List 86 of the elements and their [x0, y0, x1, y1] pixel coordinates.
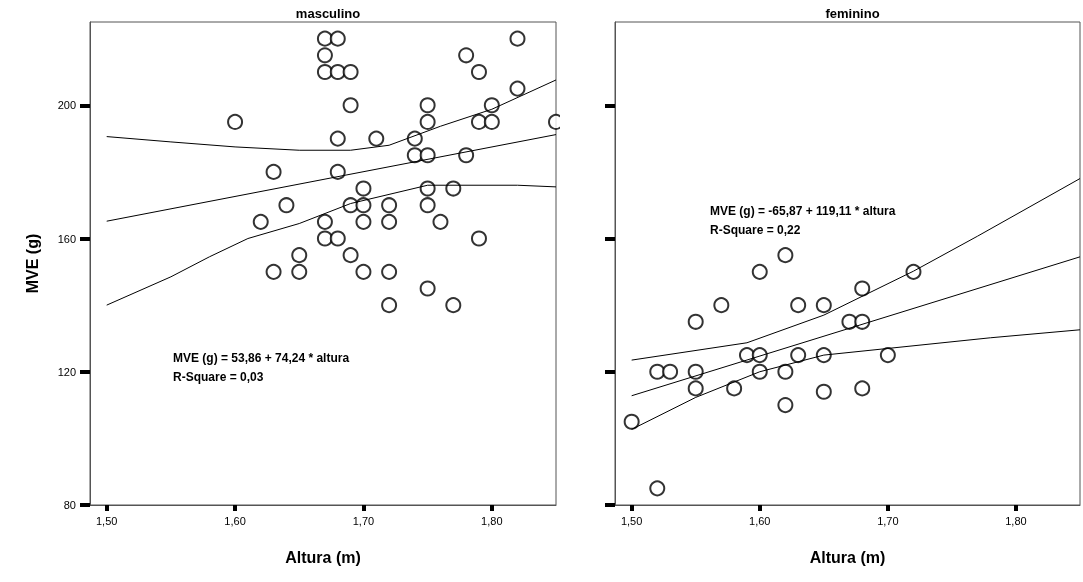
y-axis-title: MVE (g) [23, 233, 41, 294]
annotation: R-Square = 0,03 [173, 370, 264, 384]
point [381, 197, 398, 214]
point [342, 63, 359, 80]
point [265, 163, 282, 180]
point [458, 47, 475, 64]
point [419, 113, 436, 130]
point [227, 113, 244, 130]
point [649, 480, 666, 497]
point [419, 197, 436, 214]
point [662, 363, 679, 380]
point [470, 113, 487, 130]
annotation: R-Square = 0,22 [710, 223, 801, 237]
x-tick-label: 1,60 [749, 514, 771, 527]
point [355, 180, 372, 197]
x-tick-label: 1,70 [877, 514, 899, 527]
y-tick-label: 200 [57, 99, 76, 112]
point [751, 263, 768, 280]
point [252, 213, 269, 230]
point [278, 197, 295, 214]
point [470, 230, 487, 247]
point [509, 30, 526, 47]
point [381, 297, 398, 314]
point [329, 63, 346, 80]
point [445, 180, 462, 197]
y-tick-label: 120 [57, 365, 76, 378]
point [342, 247, 359, 264]
point [815, 297, 832, 314]
point [509, 80, 526, 97]
x-tick-label: 1,60 [224, 514, 246, 527]
point [329, 130, 346, 147]
point [777, 363, 794, 380]
point [265, 263, 282, 280]
x-tick-label: 1,80 [481, 514, 503, 527]
point [687, 380, 704, 397]
point [470, 63, 487, 80]
point [445, 297, 462, 314]
point [329, 30, 346, 47]
x-tick-label: 1,50 [620, 514, 643, 527]
line-series [106, 79, 557, 151]
point [316, 230, 333, 247]
chart-title: feminino [825, 6, 880, 21]
point [790, 347, 807, 364]
point [777, 247, 794, 264]
point [355, 263, 372, 280]
point [432, 213, 449, 230]
point [329, 230, 346, 247]
point [355, 213, 372, 230]
point [854, 380, 871, 397]
x-axis-title: Altura (m) [809, 548, 886, 566]
point [291, 263, 308, 280]
point [355, 197, 372, 214]
x-tick-label: 1,80 [1005, 514, 1027, 527]
chart-title: masculino [295, 6, 361, 21]
point [726, 380, 743, 397]
x-tick-label: 1,50 [95, 514, 118, 527]
point [777, 397, 794, 414]
point [316, 47, 333, 64]
point [623, 413, 640, 430]
point [329, 163, 346, 180]
point [419, 147, 436, 164]
point [419, 97, 436, 114]
point [316, 63, 333, 80]
point [687, 313, 704, 330]
point [291, 247, 308, 264]
point [316, 30, 333, 47]
x-axis-title: Altura (m) [285, 548, 361, 566]
point [815, 383, 832, 400]
point [342, 97, 359, 114]
point [713, 297, 730, 314]
point [854, 280, 871, 297]
y-tick-label: 80 [63, 499, 76, 511]
point [483, 113, 500, 130]
annotation: MVE (g) = -65,87 + 119,11 * altura [710, 204, 896, 218]
x-tick-label: 1,70 [352, 514, 375, 527]
point [419, 180, 436, 197]
point [381, 263, 398, 280]
point [790, 297, 807, 314]
annotation: MVE (g) = 53,86 + 74,24 * altura [173, 351, 350, 365]
point [381, 213, 398, 230]
y-tick-label: 160 [57, 232, 76, 245]
point [316, 213, 333, 230]
point [879, 347, 896, 364]
point [419, 280, 436, 297]
point [368, 130, 385, 147]
point [649, 363, 666, 380]
